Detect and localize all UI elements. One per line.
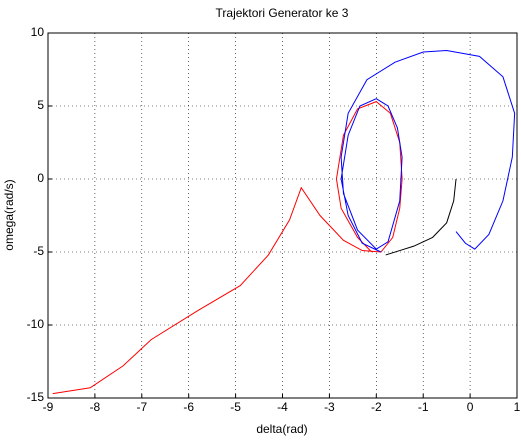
y-tick-label: 10 <box>31 25 45 39</box>
x-axis-label: delta(rad) <box>256 422 307 436</box>
plot-area <box>47 32 518 399</box>
y-axis-label: omega(rad/s) <box>2 179 16 250</box>
x-tick-label: -5 <box>230 400 241 414</box>
y-tick-label: -10 <box>27 317 45 331</box>
chart-title: Trajektori Generator ke 3 <box>216 6 349 20</box>
x-tick-label: -8 <box>90 400 101 414</box>
x-tick-label: -7 <box>136 400 147 414</box>
x-tick-label: -1 <box>418 400 429 414</box>
series-line <box>385 178 457 256</box>
series-line <box>340 50 516 253</box>
x-tick-label: 0 <box>467 400 474 414</box>
y-tick-label: -5 <box>33 244 44 258</box>
y-tick-label: -15 <box>27 390 45 404</box>
x-tick-label: -6 <box>183 400 194 414</box>
x-tick-label: -3 <box>324 400 335 414</box>
y-tick-label: 5 <box>37 98 44 112</box>
y-tick-label: 0 <box>37 171 44 185</box>
x-tick-label: -9 <box>43 400 54 414</box>
x-tick-label: -4 <box>277 400 288 414</box>
x-tick-label: 1 <box>514 400 521 414</box>
x-tick-label: -2 <box>371 400 382 414</box>
